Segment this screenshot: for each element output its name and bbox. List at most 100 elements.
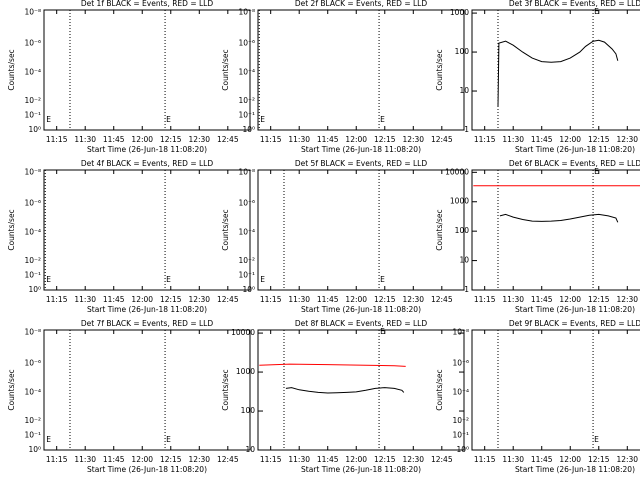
x-tick-label: 12:00 bbox=[131, 295, 153, 304]
x-tick-label: 12:00 bbox=[559, 295, 581, 304]
y-tick-label: 1000 bbox=[236, 367, 255, 376]
y-tick-label: 1000 bbox=[450, 197, 469, 206]
y-tick-label: 10⁻² bbox=[452, 416, 469, 425]
x-tick-label: 12:00 bbox=[345, 455, 367, 464]
x-tick-label: 12:15 bbox=[374, 295, 396, 304]
y-tick-label: 10⁻² bbox=[24, 96, 41, 105]
y-tick-label: 10⁻¹ bbox=[24, 271, 41, 280]
x-tick-label: 11:30 bbox=[74, 295, 96, 304]
data-line bbox=[497, 39, 619, 107]
x-tick-label: 11:30 bbox=[288, 295, 310, 304]
x-tick-label: 12:00 bbox=[345, 135, 367, 144]
y-tick-label: 10⁻⁸ bbox=[24, 327, 41, 336]
y-tick-label: 100 bbox=[241, 406, 256, 415]
e-marker: E bbox=[260, 275, 265, 284]
x-tick-label: 12:30 bbox=[616, 295, 638, 304]
x-tick-label: 12:15 bbox=[160, 295, 182, 304]
x-tick-label: 11:30 bbox=[502, 455, 524, 464]
x-tick-label: 11:15 bbox=[46, 455, 68, 464]
y-tick-label: 10⁻⁴ bbox=[24, 67, 41, 76]
y-tick-label: 10⁰ bbox=[242, 125, 255, 134]
y-tick-label: 10 bbox=[459, 256, 469, 265]
x-tick-label: 12:00 bbox=[345, 295, 367, 304]
chart-title: Det 1f BLACK = Events, RED = LLD bbox=[81, 0, 214, 8]
y-tick-label: 10⁻² bbox=[238, 96, 255, 105]
x-tick-label: 11:30 bbox=[74, 455, 96, 464]
x-axis-label: Start Time (26-Jun-18 11:08:20) bbox=[515, 305, 635, 314]
x-tick-label: 12:15 bbox=[588, 295, 610, 304]
chart-title: Det 2f BLACK = Events, RED = LLD bbox=[295, 0, 428, 8]
x-tick-label: 11:30 bbox=[74, 135, 96, 144]
x-tick-label: 11:45 bbox=[531, 295, 553, 304]
x-tick-label: 12:00 bbox=[131, 455, 153, 464]
y-tick-label: 1 bbox=[464, 125, 469, 134]
data-line bbox=[259, 363, 406, 367]
x-tick-label: 12:45 bbox=[217, 295, 239, 304]
x-tick-label: 11:30 bbox=[288, 455, 310, 464]
chart-title: Det 4f BLACK = Events, RED = LLD bbox=[81, 159, 214, 168]
x-tick-label: 11:45 bbox=[103, 455, 125, 464]
y-tick-label: 10 bbox=[459, 86, 469, 95]
plot-frame bbox=[257, 169, 465, 291]
y-tick-label: 10⁻⁶ bbox=[24, 39, 41, 48]
x-tick-label: 11:15 bbox=[46, 295, 68, 304]
y-axis-label: Counts/sec bbox=[7, 209, 16, 250]
x-axis-label: Start Time (26-Jun-18 11:08:20) bbox=[87, 145, 207, 154]
y-tick-label: 10⁰ bbox=[456, 445, 469, 454]
y-tick-label: 10⁻² bbox=[24, 256, 41, 265]
plot-frame bbox=[43, 329, 251, 451]
x-tick-label: 12:15 bbox=[374, 455, 396, 464]
y-tick-label: 10⁻⁴ bbox=[452, 387, 469, 396]
e-marker: E bbox=[594, 435, 599, 444]
y-axis-label: Counts/sec bbox=[435, 209, 444, 250]
data-line bbox=[285, 387, 405, 394]
e-marker: E bbox=[46, 275, 51, 284]
x-tick-label: 12:30 bbox=[188, 135, 210, 144]
x-tick-label: 12:30 bbox=[402, 455, 424, 464]
x-tick-label: 12:30 bbox=[402, 135, 424, 144]
x-axis-label: Start Time (26-Jun-18 11:08:20) bbox=[515, 465, 635, 474]
y-axis-label: Counts/sec bbox=[7, 49, 16, 90]
plot-frame bbox=[471, 9, 640, 131]
y-tick-label: 10⁻⁴ bbox=[238, 67, 255, 76]
plot-frame bbox=[257, 9, 465, 131]
e-marker: E bbox=[166, 435, 171, 444]
x-tick-label: 11:45 bbox=[103, 295, 125, 304]
x-tick-label: 11:45 bbox=[531, 455, 553, 464]
plot-frame bbox=[43, 9, 251, 131]
y-tick-label: 10⁻⁴ bbox=[24, 387, 41, 396]
x-axis-label: Start Time (26-Jun-18 11:08:20) bbox=[301, 465, 421, 474]
chart-title: Det 8f BLACK = Events, RED = LLD bbox=[295, 319, 428, 328]
y-tick-label: 10⁻⁶ bbox=[24, 359, 41, 368]
x-tick-label: 12:30 bbox=[616, 135, 638, 144]
e-marker: E bbox=[380, 275, 385, 284]
y-tick-label: 10⁻⁸ bbox=[24, 7, 41, 16]
e-marker: E bbox=[594, 167, 599, 176]
y-tick-label: 10⁻² bbox=[238, 256, 255, 265]
e-marker: E bbox=[166, 115, 171, 124]
x-tick-label: 11:15 bbox=[474, 455, 496, 464]
y-tick-label: 100 bbox=[455, 226, 470, 235]
x-tick-label: 12:15 bbox=[374, 135, 396, 144]
y-tick-label: 10⁻² bbox=[24, 416, 41, 425]
y-tick-label: 10⁻⁸ bbox=[452, 327, 469, 336]
y-tick-label: 10⁰ bbox=[242, 285, 255, 294]
y-tick-label: 10⁻⁴ bbox=[238, 227, 255, 236]
x-axis-label: Start Time (26-Jun-18 11:08:20) bbox=[87, 305, 207, 314]
chart-title: Det 6f BLACK = Events, RED = LLD bbox=[509, 159, 640, 168]
y-axis-label: Counts/sec bbox=[221, 369, 230, 410]
y-tick-label: 10⁻⁶ bbox=[452, 359, 469, 368]
y-tick-label: 100 bbox=[455, 47, 470, 56]
x-tick-label: 12:00 bbox=[559, 135, 581, 144]
y-axis-label: Counts/sec bbox=[221, 209, 230, 250]
y-tick-label: 10⁻⁸ bbox=[24, 167, 41, 176]
x-tick-label: 11:45 bbox=[103, 135, 125, 144]
x-tick-label: 11:45 bbox=[317, 295, 339, 304]
chart-title: Det 9f BLACK = Events, RED = LLD bbox=[509, 319, 640, 328]
y-tick-label: 10⁰ bbox=[28, 445, 41, 454]
y-tick-label: 10⁻⁸ bbox=[238, 167, 255, 176]
x-axis-label: Start Time (26-Jun-18 11:08:20) bbox=[301, 305, 421, 314]
x-tick-label: 11:15 bbox=[260, 135, 282, 144]
x-tick-label: 11:45 bbox=[531, 135, 553, 144]
x-tick-label: 12:15 bbox=[160, 135, 182, 144]
